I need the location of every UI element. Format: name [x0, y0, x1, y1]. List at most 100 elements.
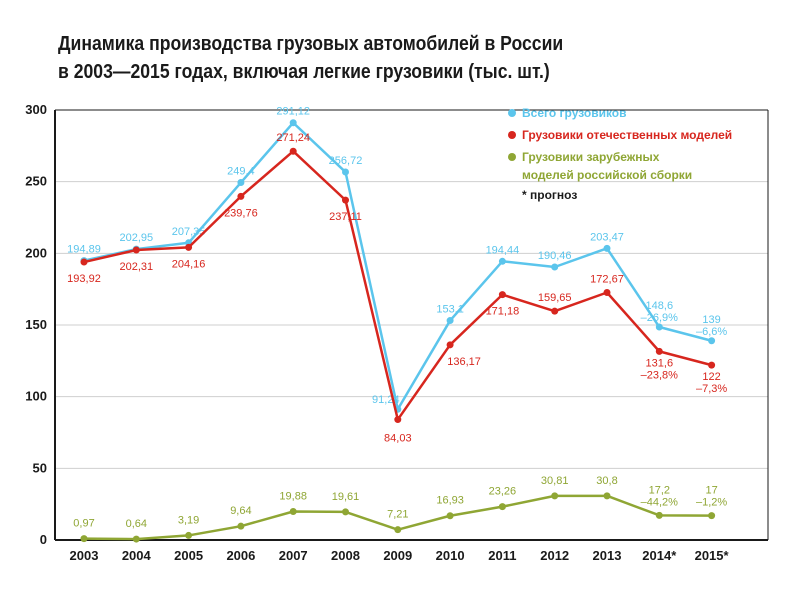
- data-label: 202,95: [119, 232, 153, 244]
- data-label: 30,8: [596, 475, 617, 487]
- x-tick-label: 2011: [488, 548, 516, 563]
- x-tick-label: 2008: [331, 548, 360, 563]
- data-label-change: –7,3%: [696, 383, 727, 395]
- data-label: 159,65: [538, 292, 572, 304]
- data-point: [446, 512, 454, 520]
- data-label: 23,26: [489, 486, 517, 498]
- data-label: 131,6: [646, 357, 674, 369]
- data-point: [551, 492, 559, 500]
- data-point: [498, 257, 506, 265]
- legend: Всего грузовиков Грузовики отечественных …: [508, 106, 732, 202]
- data-point: [551, 263, 559, 271]
- data-point: [342, 168, 349, 176]
- data-point: [132, 246, 140, 254]
- x-tick-label: 2006: [226, 548, 255, 563]
- x-tick-label: 2007: [279, 548, 308, 563]
- data-label: 136,17: [447, 356, 481, 368]
- y-tick-label: 300: [25, 102, 47, 117]
- data-label: 153,1: [436, 304, 464, 316]
- data-label: 202,31: [119, 261, 153, 273]
- data-label-change: –6,6%: [696, 326, 727, 338]
- data-label: 3,19: [178, 514, 199, 526]
- data-label: 193,92: [67, 273, 101, 285]
- data-label-change: –44,2%: [641, 496, 679, 508]
- data-label: 237,11: [329, 211, 362, 223]
- legend-label: Грузовики отечественных моделей: [522, 128, 732, 142]
- data-label: 194,89: [67, 244, 101, 256]
- y-tick-label: 250: [25, 174, 47, 189]
- data-label: 271,24: [276, 132, 310, 144]
- data-label: 190,46: [538, 250, 572, 262]
- legend-marker: [508, 131, 516, 139]
- data-point: [603, 492, 611, 500]
- data-label: 172,67: [590, 274, 624, 286]
- data-label: 19,88: [279, 491, 307, 503]
- data-label: 194,44: [486, 244, 520, 256]
- data-point: [498, 503, 506, 511]
- data-label: 9,64: [230, 505, 251, 517]
- data-point: [185, 243, 193, 251]
- data-label: 171,18: [486, 306, 520, 318]
- x-tick-label: 2014*: [642, 548, 677, 563]
- data-label: 207,35: [172, 226, 206, 238]
- chart-title-line-1: Динамика производства грузовых автомобил…: [58, 33, 564, 55]
- data-label: 0,97: [73, 518, 94, 530]
- data-label: 17: [705, 485, 717, 497]
- data-point: [80, 258, 88, 266]
- data-label: 0,64: [126, 518, 147, 530]
- y-tick-label: 50: [33, 460, 47, 475]
- data-label: 249,4: [227, 166, 255, 178]
- x-tick-label: 2004: [122, 548, 152, 563]
- data-point: [289, 147, 297, 155]
- legend-note: * прогноз: [522, 188, 577, 202]
- data-label-change: –26,9%: [641, 312, 679, 324]
- chart-title: Динамика производства грузовых автомобил…: [58, 30, 674, 86]
- data-label: 30,81: [541, 475, 569, 487]
- data-label: 239,76: [224, 207, 258, 219]
- x-tick-label: 2012: [540, 548, 569, 563]
- data-point: [655, 347, 663, 355]
- data-point: [80, 535, 88, 543]
- data-point: [708, 337, 716, 345]
- y-tick-label: 200: [25, 245, 47, 260]
- x-tick-label: 2005: [174, 548, 203, 563]
- data-label: 291,12: [276, 106, 310, 118]
- data-label: 204,16: [172, 258, 206, 270]
- data-point: [394, 416, 402, 424]
- data-point: [237, 522, 245, 530]
- legend-marker: [508, 109, 516, 117]
- y-tick-label: 100: [25, 389, 47, 404]
- data-label: 7,21: [387, 509, 408, 521]
- chart-title-line-2: в 2003—2015 годах, включая легкие грузов…: [58, 61, 550, 83]
- data-label: 122: [702, 371, 720, 383]
- data-point: [655, 323, 663, 331]
- data-point: [603, 289, 611, 297]
- data-label-change: –23,8%: [641, 369, 679, 381]
- data-label: 19,61: [332, 491, 360, 503]
- data-label-change: –1,2%: [696, 497, 727, 509]
- y-tick-label: 0: [40, 532, 47, 547]
- data-point: [289, 508, 297, 516]
- data-point: [237, 192, 245, 200]
- data-label: 139: [702, 314, 720, 326]
- data-label: 84,03: [384, 433, 412, 445]
- y-tick-label: 150: [25, 317, 47, 332]
- data-label: 16,93: [436, 495, 464, 507]
- data-point: [498, 291, 506, 299]
- data-point: [342, 196, 349, 204]
- data-label: 256,72: [329, 155, 363, 167]
- x-tick-label: 2003: [70, 548, 99, 563]
- legend-marker: [508, 153, 516, 161]
- data-point: [446, 317, 454, 325]
- data-point: [655, 511, 663, 519]
- data-point: [185, 531, 193, 539]
- x-tick-label: 2013: [593, 548, 622, 563]
- data-point: [342, 508, 349, 516]
- data-point: [708, 361, 716, 369]
- data-point: [603, 244, 611, 252]
- data-point: [289, 119, 297, 127]
- legend-label: Грузовики зарубежных: [522, 150, 660, 164]
- legend-label-line-2: моделей российской сборки: [522, 168, 692, 182]
- data-point: [708, 512, 716, 520]
